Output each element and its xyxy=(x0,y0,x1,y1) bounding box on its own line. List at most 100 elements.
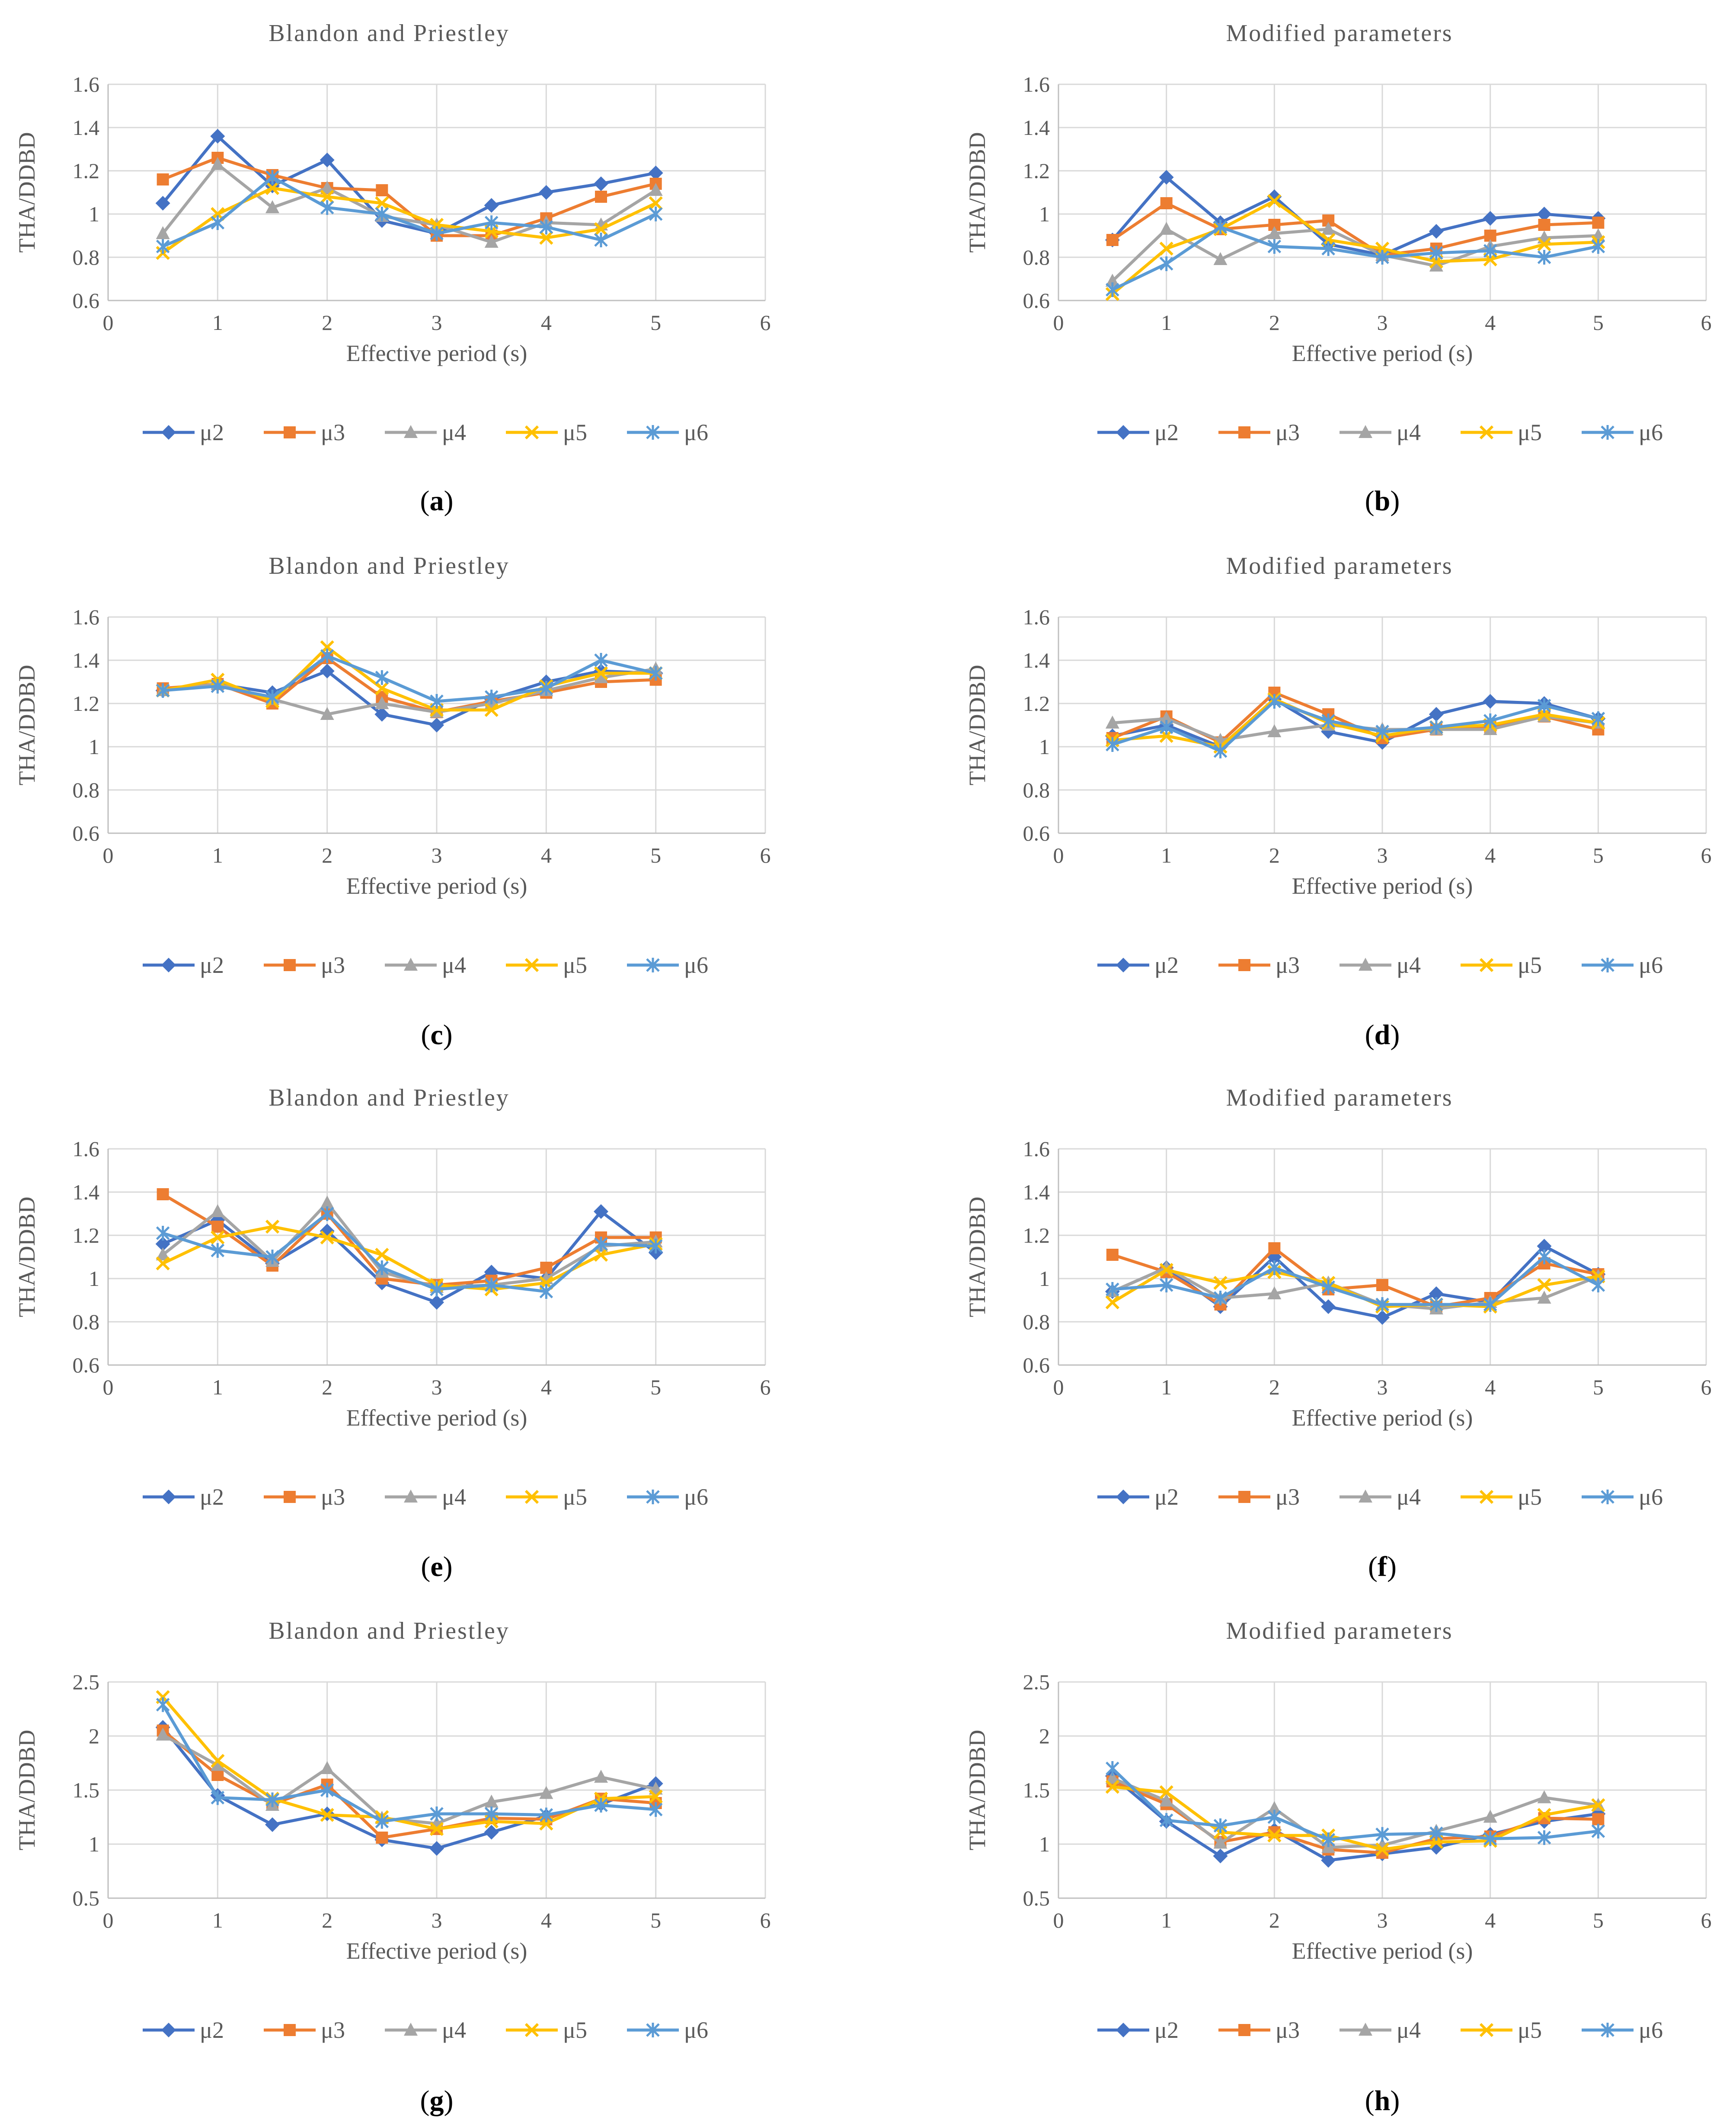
data-point xyxy=(157,1188,169,1200)
legend-item: μ4 xyxy=(1340,952,1421,978)
legend-label: μ3 xyxy=(321,2017,345,2043)
data-point xyxy=(156,1727,170,1741)
data-point xyxy=(1105,1780,1119,1794)
legend: μ2 μ3 μ4 μ5 μ6 xyxy=(1097,419,1663,445)
caption-letter: g xyxy=(430,2085,444,2117)
legend-item: μ2 xyxy=(1097,419,1179,445)
data-point xyxy=(265,1219,280,1234)
legend-marker xyxy=(404,958,418,971)
y-tick-label: 0.6 xyxy=(73,821,100,845)
x-tick-label: 4 xyxy=(541,1375,552,1399)
legend-marker xyxy=(1479,958,1494,972)
data-point xyxy=(594,176,608,191)
caption-letter: e xyxy=(430,1551,443,1583)
legend-item: μ3 xyxy=(264,419,345,445)
data-point xyxy=(1376,1279,1388,1291)
y-tick-label: 1.5 xyxy=(73,1778,100,1802)
data-point xyxy=(1429,720,1443,735)
chart-panel-b: Modified parameters 0 1 2 3 4 5 6 0.6 0.8 1 1.2 1.4 1… xyxy=(964,20,1712,517)
y-tick-label: 1.5 xyxy=(1023,1778,1050,1802)
legend-marker xyxy=(284,1491,296,1503)
x-tick-label: 3 xyxy=(1377,310,1388,335)
data-point xyxy=(211,1754,225,1768)
data-point xyxy=(375,207,389,221)
data-point xyxy=(211,1758,225,1771)
x-tick-label: 0 xyxy=(103,1908,114,1932)
chart-panel-g: Blandon and Priestley 0 1 2 3 4 5 6 0.5 1 1.5 2 2.5 E… xyxy=(14,1618,771,2117)
series-6 xyxy=(1106,1250,1605,1312)
x-axis-label: Effective period (s) xyxy=(346,873,528,899)
data-point xyxy=(429,1841,444,1856)
legend-label: μ4 xyxy=(442,952,466,978)
legend-item: μ5 xyxy=(506,419,587,445)
data-point xyxy=(484,1794,499,1808)
data-point xyxy=(1159,720,1173,735)
y-tick-label: 1.2 xyxy=(73,691,100,716)
data-point xyxy=(1159,256,1173,271)
data-point xyxy=(375,696,389,709)
legend-marker xyxy=(1479,1490,1494,1504)
chart-title: Modified parameters xyxy=(1226,1084,1453,1111)
y-axis-label: THA/DDBD xyxy=(964,665,990,786)
x-tick-label: 4 xyxy=(541,310,552,335)
data-point xyxy=(539,681,553,696)
series-line xyxy=(162,646,656,712)
data-point xyxy=(1268,1242,1281,1254)
data-point xyxy=(1159,1794,1173,1806)
data-point xyxy=(1267,239,1282,254)
legend-marker xyxy=(1601,958,1615,972)
legend-marker xyxy=(1479,425,1494,440)
legend-marker xyxy=(646,1490,660,1504)
legend-item: μ6 xyxy=(1582,1484,1663,1510)
caption-close: ) xyxy=(443,1551,453,1583)
series-6 xyxy=(1106,220,1605,297)
legend-item: μ5 xyxy=(506,952,587,978)
series-line xyxy=(161,1726,656,1850)
caption-letter: f xyxy=(1378,1551,1388,1583)
data-point xyxy=(1267,1260,1282,1275)
caption-close: ) xyxy=(1390,2085,1400,2117)
y-tick-label: 1.6 xyxy=(1023,605,1050,629)
legend-item: μ6 xyxy=(1582,2017,1663,2043)
x-axis-label: Effective period (s) xyxy=(346,1405,528,1431)
x-tick-label: 2 xyxy=(1269,843,1280,867)
data-point xyxy=(649,207,663,221)
legend-marker xyxy=(1238,426,1250,438)
y-tick-label: 1.2 xyxy=(1023,159,1050,183)
x-tick-label: 2 xyxy=(322,1908,332,1932)
data-point xyxy=(430,226,444,241)
data-point xyxy=(539,185,554,200)
legend-item: μ4 xyxy=(385,419,466,445)
data-point xyxy=(1483,694,1498,709)
data-point xyxy=(1591,1824,1605,1838)
y-tick-label: 1 xyxy=(89,202,99,226)
data-point xyxy=(155,196,170,211)
legend-marker xyxy=(524,1490,539,1504)
legend-marker xyxy=(1359,2023,1372,2036)
legend-marker xyxy=(1238,1491,1250,1503)
data-point xyxy=(484,690,499,704)
legend-item: μ4 xyxy=(385,2017,466,2043)
x-axis-label: Effective period (s) xyxy=(346,1938,528,1964)
x-tick-label: 3 xyxy=(432,843,442,867)
legend-marker xyxy=(161,1490,176,1504)
series-line xyxy=(162,1212,656,1293)
data-point xyxy=(156,1226,170,1241)
data-point xyxy=(1213,744,1228,758)
data-point xyxy=(1429,1286,1444,1301)
data-point xyxy=(1213,1276,1228,1290)
data-point xyxy=(320,1230,334,1245)
x-tick-label: 6 xyxy=(760,1375,771,1399)
y-tick-label: 1 xyxy=(1039,1832,1050,1856)
x-tick-label: 5 xyxy=(650,843,661,867)
legend-label: μ5 xyxy=(563,2017,587,2043)
series-6 xyxy=(156,649,663,709)
legend-label: μ4 xyxy=(442,419,466,445)
data-point xyxy=(1537,1808,1551,1822)
legend-label: μ2 xyxy=(1154,952,1179,978)
legend-item: μ4 xyxy=(1340,419,1421,445)
series-line xyxy=(162,1733,656,1825)
data-point xyxy=(265,200,279,213)
legend-marker xyxy=(161,2023,176,2037)
y-axis-label: THA/DDBD xyxy=(14,1730,40,1851)
